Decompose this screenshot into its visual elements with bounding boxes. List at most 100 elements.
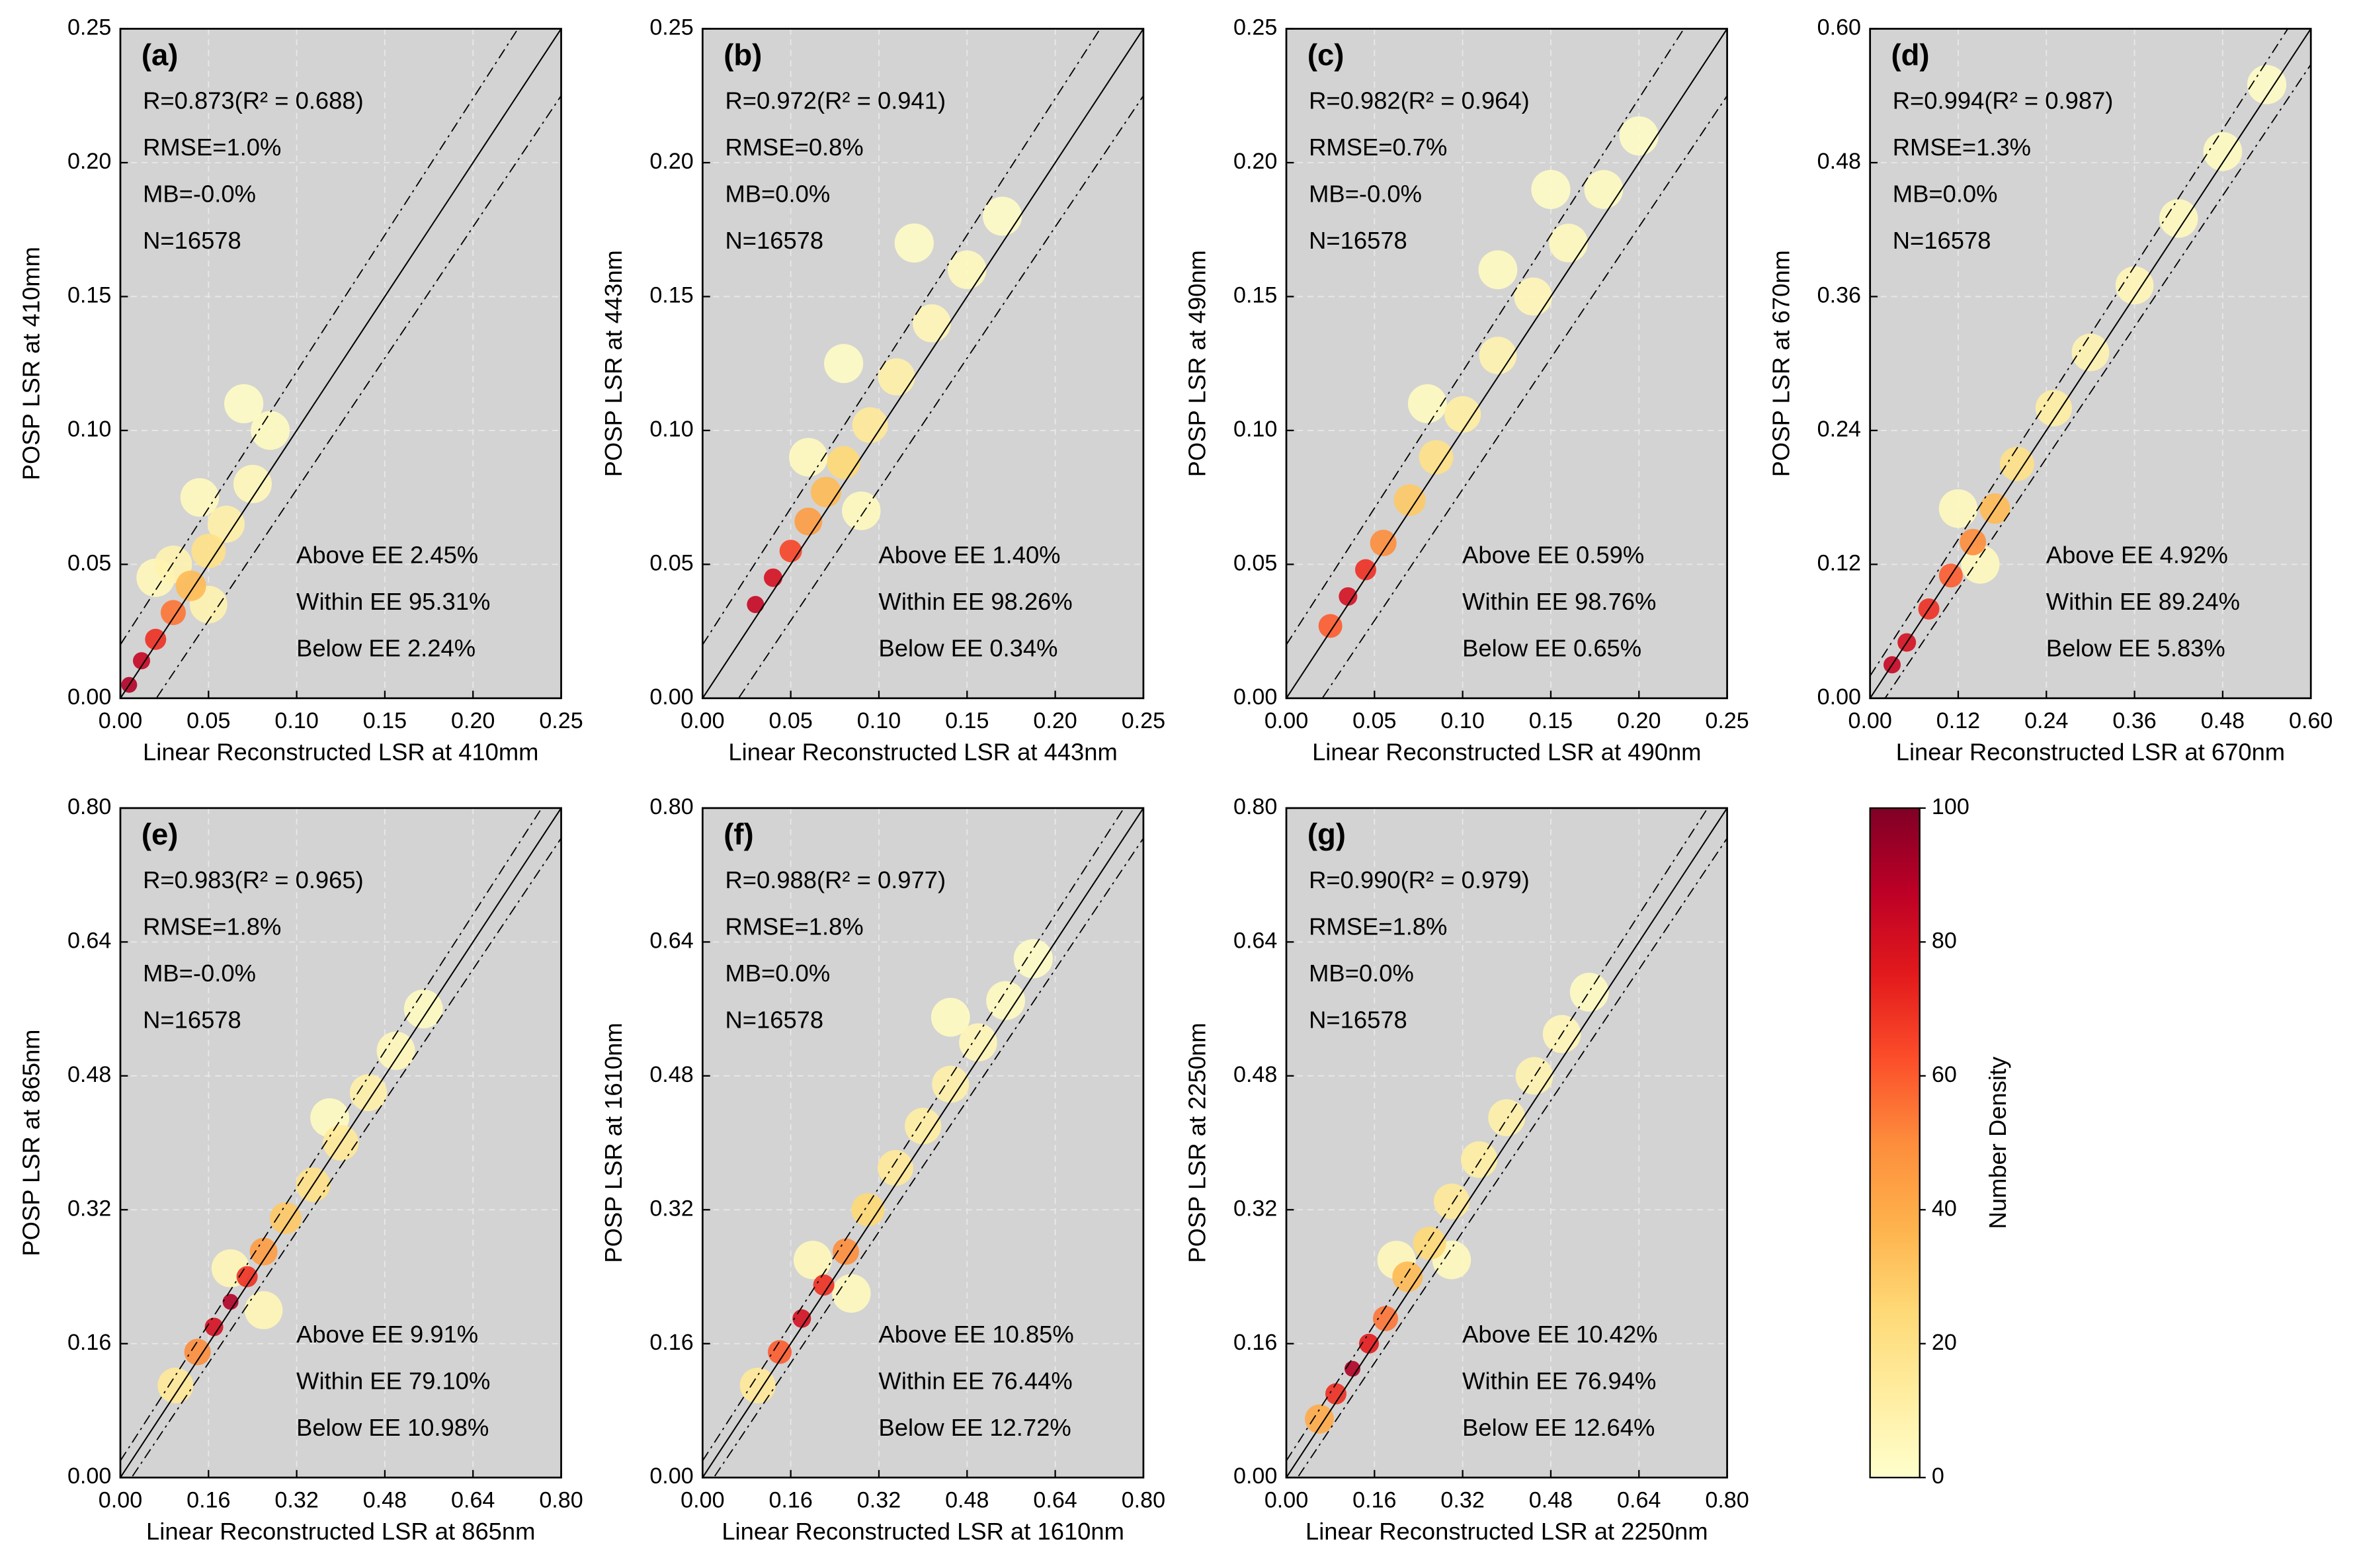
density-cell	[204, 1317, 224, 1337]
density-cell	[1478, 250, 1518, 290]
x-tick-label: 0.12	[1936, 708, 1980, 733]
density-cell	[813, 1274, 835, 1296]
x-tick-label: 0.16	[1352, 1488, 1396, 1513]
ee-line	[155, 95, 561, 698]
density-cell	[1461, 1141, 1498, 1178]
density-cloud	[1286, 807, 1727, 1478]
one-to-one-line	[120, 28, 561, 698]
y-tick-label: 0.05	[1233, 550, 1277, 575]
stat-text: N=16578	[143, 1007, 241, 1034]
density-cell	[1444, 396, 1481, 433]
stat-text: RMSE=1.8%	[1309, 913, 1447, 940]
plot-frame	[702, 807, 1145, 1479]
density-cell	[222, 1294, 239, 1310]
ee-text: Within EE 76.44%	[879, 1368, 1073, 1395]
ee-text: Within EE 98.26%	[879, 588, 1073, 615]
density-cell	[1479, 337, 1517, 374]
y-tick-label: 0.00	[1233, 684, 1277, 710]
density-cloud	[1286, 28, 1727, 698]
density-cloud	[702, 807, 1143, 1478]
stat-text: R=0.994(R² = 0.987)	[1893, 87, 2114, 114]
panel-label: (e)	[142, 817, 179, 851]
density-cell	[1938, 489, 1978, 528]
ee-text: Above EE 0.59%	[1462, 542, 1644, 569]
density-cell	[157, 1368, 194, 1404]
stat-text: RMSE=0.8%	[725, 134, 863, 161]
density-cell	[1514, 277, 1553, 316]
density-cell	[824, 344, 864, 384]
density-cell	[2115, 266, 2154, 305]
y-tick-label: 0.48	[67, 1062, 111, 1087]
density-cell	[191, 534, 226, 569]
ee-line	[1286, 807, 1709, 1462]
x-axis-label: Linear Reconstructed LSR at 670nm	[1896, 739, 2285, 766]
stat-text: RMSE=1.0%	[143, 134, 281, 161]
y-tick-label: 0.10	[649, 417, 693, 442]
y-tick-label: 0.10	[67, 417, 111, 442]
x-tick-label: 0.20	[1617, 708, 1661, 733]
x-axis-label: Linear Reconstructed LSR at 410mm	[143, 739, 538, 766]
stat-text: N=16578	[143, 227, 241, 254]
density-cell	[739, 1368, 776, 1404]
stat-text: N=16578	[1309, 1007, 1407, 1034]
stat-text: N=16578	[1309, 227, 1407, 254]
x-tick-label: 0.60	[2289, 708, 2333, 733]
x-tick-label: 0.32	[1440, 1488, 1484, 1513]
ee-line	[702, 28, 1101, 645]
ee-line	[737, 95, 1143, 698]
panel-label: (f)	[724, 817, 753, 851]
stat-text: R=0.873(R² = 0.688)	[143, 87, 364, 114]
plot-frame	[702, 28, 1145, 700]
y-tick-label: 0.16	[649, 1330, 693, 1355]
ee-line	[130, 837, 561, 1478]
x-tick-label: 0.80	[539, 1488, 583, 1513]
density-cell	[1392, 1261, 1423, 1292]
density-cell	[1358, 1333, 1379, 1354]
ee-text: Within EE 95.31%	[296, 588, 490, 615]
stat-text: R=0.982(R² = 0.964)	[1309, 87, 1530, 114]
stat-text: MB=-0.0%	[143, 181, 256, 208]
y-tick-label: 0.20	[1233, 149, 1277, 174]
density-cell	[132, 652, 150, 670]
colorbar	[1869, 807, 1921, 1479]
x-tick-label: 0.15	[945, 708, 989, 733]
density-cell	[779, 540, 802, 563]
ee-line	[120, 807, 543, 1462]
ee-line	[1286, 28, 1685, 645]
y-tick-label: 0.16	[1233, 1330, 1277, 1355]
panel-label: (d)	[1891, 38, 1930, 72]
density-cell	[794, 507, 823, 536]
x-tick-label: 0.00	[1264, 1488, 1308, 1513]
y-tick-label: 0.64	[649, 928, 693, 953]
one-to-one-line	[1870, 28, 2311, 698]
ee-line	[702, 807, 1125, 1462]
panel-label: (b)	[724, 38, 762, 72]
stat-text: R=0.988(R² = 0.977)	[725, 866, 946, 893]
density-cell	[2203, 132, 2243, 171]
x-tick-label: 0.16	[768, 1488, 812, 1513]
ee-text: Below EE 10.98%	[296, 1414, 489, 1441]
panel-label: (a)	[142, 38, 179, 72]
x-tick-label: 0.80	[1705, 1488, 1749, 1513]
stat-text: RMSE=1.8%	[725, 913, 863, 940]
ee-line	[1296, 837, 1727, 1478]
y-tick-label: 0.48	[1817, 149, 1861, 174]
density-cloud	[120, 807, 561, 1478]
density-cell	[1531, 169, 1571, 210]
ee-text: Within EE 76.94%	[1462, 1368, 1656, 1395]
x-axis-label: Linear Reconstructed LSR at 2250nm	[1305, 1518, 1708, 1545]
x-tick-label: 0.20	[1033, 708, 1077, 733]
x-tick-label: 0.10	[274, 708, 318, 733]
y-tick-label: 0.05	[649, 550, 693, 575]
y-tick-label: 0.20	[649, 149, 693, 174]
plot-frame	[1285, 807, 1728, 1479]
y-axis-label: POSP LSR at 2250nm	[1184, 1022, 1211, 1262]
colorbar-tick-label: 60	[1932, 1062, 1957, 1087]
density-cell	[1569, 972, 1609, 1012]
x-tick-label: 0.32	[857, 1488, 901, 1513]
density-cell	[931, 997, 970, 1037]
y-tick-label: 0.05	[67, 550, 111, 575]
colorbar-tick-label: 80	[1932, 928, 1957, 953]
